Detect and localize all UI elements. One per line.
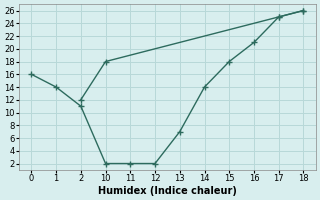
X-axis label: Humidex (Indice chaleur): Humidex (Indice chaleur) (98, 186, 237, 196)
